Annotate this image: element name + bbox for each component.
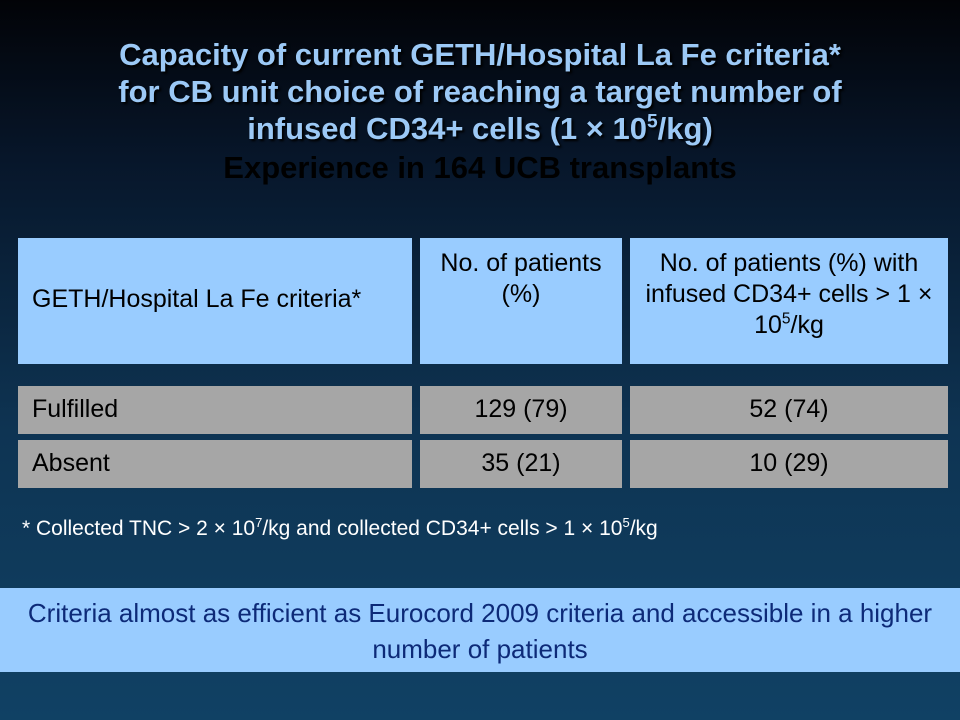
header-patients: No. of patients (%) <box>420 238 622 364</box>
title-line-3: infused CD34+ cells (1 × 105/kg) <box>247 111 713 146</box>
title-line-2: for CB unit choice of reaching a target … <box>118 74 842 109</box>
header-infused: No. of patients (%) with infused CD34+ c… <box>630 238 948 364</box>
row-absent-infused: 10 (29) <box>630 440 948 488</box>
row-fulfilled-infused: 52 (74) <box>630 386 948 434</box>
footnote: * Collected TNC > 2 × 107/kg and collect… <box>22 515 658 540</box>
row-fulfilled-criteria: Fulfilled <box>18 386 412 434</box>
slide-subtitle: Experience in 164 UCB transplants <box>223 150 737 185</box>
slide-title: Capacity of current GETH/Hospital La Fe … <box>20 36 940 186</box>
row-absent-patients: 35 (21) <box>420 440 622 488</box>
header-criteria: GETH/Hospital La Fe criteria* <box>18 238 412 364</box>
row-absent-criteria: Absent <box>18 440 412 488</box>
row-fulfilled-patients: 129 (79) <box>420 386 622 434</box>
conclusion-banner: Criteria almost as efficient as Eurocord… <box>0 588 960 672</box>
title-line-1: Capacity of current GETH/Hospital La Fe … <box>119 37 841 72</box>
